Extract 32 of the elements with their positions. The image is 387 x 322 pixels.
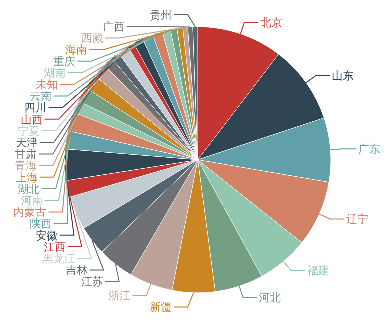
slice-label: 四川	[24, 102, 47, 115]
slice-label: 辽宁	[346, 213, 368, 226]
slice-label: 宁夏	[18, 124, 40, 138]
slice-label: 甘肃	[15, 148, 38, 162]
slice-label: 内蒙古	[14, 206, 47, 220]
slice-label: 西藏	[81, 32, 104, 46]
slice-label: 江苏	[81, 276, 104, 289]
slice-label: 贵州	[150, 8, 172, 22]
slice-label: 广东	[358, 142, 381, 156]
slice-label: 黑龙江	[42, 252, 76, 266]
slice-label: 广西	[103, 20, 126, 34]
slice-label: 山东	[332, 70, 354, 83]
slice-label: 上海	[16, 171, 38, 184]
slice-label: 湖北	[18, 182, 40, 196]
slice-label: 湖南	[44, 66, 66, 80]
slice-label: 天津	[16, 136, 38, 150]
slice-label: 重庆	[54, 55, 76, 68]
slice-label: 新疆	[150, 301, 172, 314]
slice-label: 安徽	[36, 229, 58, 242]
slice-label: 福建	[307, 264, 330, 278]
slice-label: 河南	[20, 194, 43, 208]
slice-label: 浙江	[108, 289, 131, 302]
slice-label: 河北	[259, 292, 282, 305]
slice-label: 北京	[260, 16, 283, 30]
slice-label: 陕西	[30, 218, 52, 231]
slice-label: 山西	[20, 113, 43, 126]
slice-label: 青海	[15, 160, 38, 173]
slice-label: 吉林	[66, 264, 88, 278]
slice-label: 海南	[66, 44, 88, 57]
slice-label: 云南	[30, 90, 52, 104]
slice-label: 江西	[44, 240, 66, 254]
slice-label: 未知	[36, 78, 58, 92]
